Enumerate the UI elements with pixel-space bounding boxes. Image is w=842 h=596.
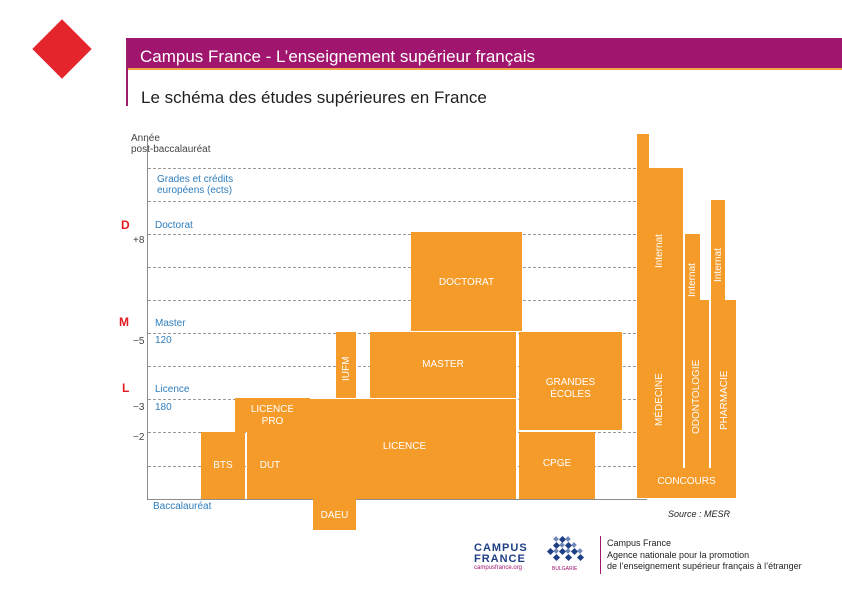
block-odontologie <box>685 300 709 468</box>
tick-minus3: −3 <box>133 402 145 413</box>
block-label-internat-2: Internat <box>687 263 698 297</box>
grade-label-master: Master <box>155 318 186 329</box>
tick-plus8: +8 <box>133 235 145 246</box>
logo-lattice-icon <box>546 536 585 562</box>
block-pharmacie <box>711 300 736 468</box>
block-label-licence-pro-1: LICENCE <box>250 404 295 415</box>
footer-text: Campus France Agence nationale pour la p… <box>607 538 802 573</box>
tick-minus5: −5 <box>133 336 145 347</box>
block-label-internat-3: Internat <box>713 248 724 282</box>
block-cpge <box>519 432 595 499</box>
block-label-concours: CONCOURS <box>657 476 716 487</box>
y-axis-line <box>147 140 148 500</box>
legend-grades-line1: Grades et crédits <box>157 174 234 185</box>
block-medecine <box>637 168 683 468</box>
header-underline <box>126 68 842 70</box>
block-pharmacie-top <box>711 200 725 300</box>
block-label-internat-1: Internat <box>654 234 665 268</box>
axis-title-post-bac: post-baccalauréat <box>131 144 211 155</box>
gridline <box>148 234 656 235</box>
block-daeu <box>313 499 356 530</box>
label-baccalaureat: Baccalauréat <box>153 501 212 512</box>
campus-france-logo: CAMPUS FRANCE campusfrance.org BULGARIE <box>474 536 592 574</box>
gridline <box>148 300 656 301</box>
block-label-dut: DUT <box>259 460 281 471</box>
grade-label-licence: Licence <box>155 384 190 395</box>
logo-text-campus: CAMPUS <box>474 542 528 554</box>
block-concours <box>637 468 736 498</box>
gridline <box>148 168 656 169</box>
header-vertical-rule <box>126 40 128 106</box>
footer-rule <box>600 536 601 574</box>
logo-country: BULGARIE <box>552 566 578 572</box>
grade-letter-l: L <box>122 381 130 395</box>
block-label-doctorat: DOCTORAT <box>438 277 495 288</box>
block-label-odontologie: ODONTOLOGIE <box>691 359 702 434</box>
block-odontologie-top <box>685 234 700 304</box>
tick-minus2: −2 <box>133 432 145 443</box>
x-axis-line <box>147 499 647 500</box>
credits-180: 180 <box>155 402 172 413</box>
gridline <box>148 267 656 268</box>
grade-letter-m: M <box>119 315 129 329</box>
page-title: Campus France - L’enseignement supérieur… <box>140 47 535 66</box>
logo-url: campusfrance.org <box>474 565 523 571</box>
block-bts <box>201 432 245 499</box>
block-label-master: MASTER <box>422 359 464 370</box>
block-label-ecoles: ÉCOLES <box>550 389 591 400</box>
header-bar <box>126 38 842 68</box>
legend-grades-line2: européens (ects) <box>157 185 233 196</box>
block-label-grandes: GRANDES <box>545 377 596 388</box>
block-doctorat <box>411 232 522 331</box>
logo-text-france: FRANCE <box>474 553 526 565</box>
footer-line-3: de l’enseignement supérieur français à l… <box>607 561 802 571</box>
block-medecine-top <box>637 134 649 174</box>
block-label-pharmacie: PHARMACIE <box>719 370 730 430</box>
block-master <box>370 332 516 398</box>
source-note: Source : MESR <box>668 509 731 519</box>
block-licence <box>293 399 516 499</box>
block-dut <box>247 432 293 499</box>
block-label-medecine: MÉDECINE <box>654 373 665 426</box>
page-subtitle: Le schéma des études supérieures en Fran… <box>141 88 487 107</box>
block-label-cpge: CPGE <box>542 458 572 469</box>
block-label-licence-pro-2: PRO <box>261 416 284 427</box>
credits-120: 120 <box>155 335 172 346</box>
block-label-bts: BTS <box>213 460 233 471</box>
footer-line-2: Agence nationale pour la promotion <box>607 549 750 560</box>
block-label-iufm: IUFM <box>341 356 352 381</box>
block-label-licence: LICENCE <box>382 441 427 452</box>
block-label-daeu: DAEU <box>320 510 349 521</box>
grade-letter-d: D <box>121 218 130 232</box>
axis-title-annee: Année <box>131 133 160 144</box>
grade-label-doctorat: Doctorat <box>155 220 193 231</box>
block-grandes-ecoles <box>519 332 622 430</box>
footer-line-1: Campus France <box>607 538 672 548</box>
gridline <box>148 201 656 202</box>
block-iufm <box>336 332 356 398</box>
